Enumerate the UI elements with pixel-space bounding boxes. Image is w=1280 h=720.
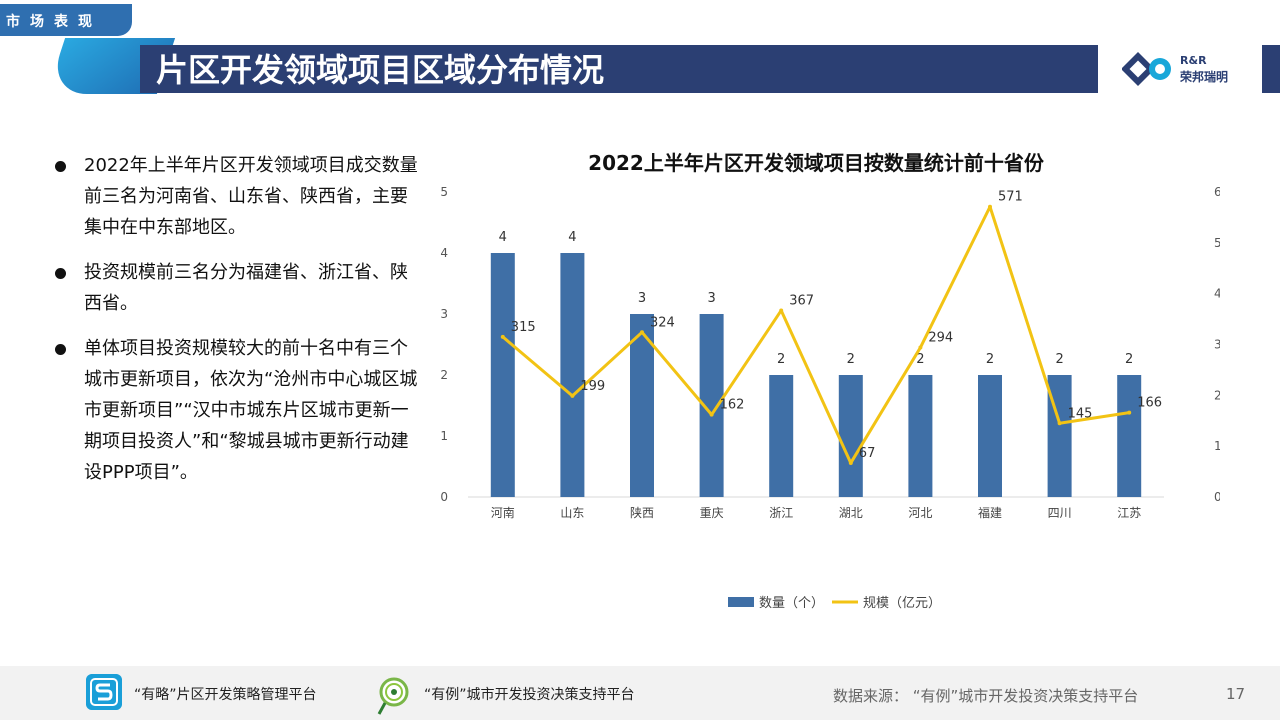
line-point xyxy=(988,204,992,209)
y-right-tick-label: 500 xyxy=(1214,236,1220,250)
title-bar xyxy=(140,45,1098,93)
bullet-item: 单体项目投资规模较大的前十名中有三个城市更新项目，依次为“沧州市中心城区城市更新… xyxy=(52,333,422,488)
logo-text-en: R&R xyxy=(1180,54,1207,67)
y-right-tick-label: 300 xyxy=(1214,338,1220,352)
footer-platform-1: “有略”片区开发策略管理平台 xyxy=(134,687,317,703)
section-tag: 市场表现 xyxy=(0,4,132,36)
bullet-dot-icon xyxy=(55,161,66,172)
x-tick-label: 湖北 xyxy=(839,505,863,520)
x-tick-label: 四川 xyxy=(1048,506,1072,520)
y-left-tick-label: 5 xyxy=(440,185,448,199)
y-left-tick-label: 3 xyxy=(440,307,448,321)
line-data-label: 67 xyxy=(859,446,876,461)
bar-data-label: 2 xyxy=(1125,352,1133,367)
line-point xyxy=(848,460,853,465)
bar xyxy=(908,375,933,497)
bullet-item: 2022年上半年片区开发领域项目成交数量前三名为河南省、山东省、陕西省，主要集中… xyxy=(52,150,422,243)
y-left-tick-label: 2 xyxy=(440,368,448,382)
line-data-label: 145 xyxy=(1068,406,1093,421)
bullet-list: 2022年上半年片区开发领域项目成交数量前三名为河南省、山东省、陕西省，主要集中… xyxy=(52,150,422,502)
bullet-text: 投资规模前三名分为福建省、浙江省、陕西省。 xyxy=(84,262,408,314)
y-left-tick-label: 0 xyxy=(440,490,448,504)
line-point xyxy=(709,412,714,417)
footer-bar xyxy=(0,666,1280,720)
bullet-dot-icon xyxy=(55,344,66,355)
line-point xyxy=(918,345,923,350)
x-tick-label: 河北 xyxy=(908,506,932,520)
bar-data-label: 3 xyxy=(707,291,715,306)
chart-title: 2022上半年片区开发领域项目按数量统计前十省份 xyxy=(588,151,1045,175)
line-point xyxy=(1057,421,1062,426)
line-point xyxy=(500,334,505,339)
line-point xyxy=(779,308,784,313)
legend-bar-label: 数量（个） xyxy=(759,596,824,611)
line-data-label: 199 xyxy=(580,379,605,394)
x-tick-label: 浙江 xyxy=(769,506,793,520)
x-tick-label: 陕西 xyxy=(630,505,654,520)
line-data-label: 324 xyxy=(650,315,675,330)
logo-text-cn: 荣邦瑞明 xyxy=(1180,70,1229,84)
legend-line-label: 规模（亿元） xyxy=(863,596,941,611)
combo-chart: 2022上半年片区开发领域项目按数量统计前十省份 0 1 2 3 4 5 0 100 200 300… xyxy=(440,151,1220,611)
x-tick-label: 福建 xyxy=(978,505,1002,520)
legend-bar-swatch xyxy=(728,597,754,607)
bar xyxy=(560,253,585,497)
data-source: 数据来源： “有例”城市开发投资决策支持平台 xyxy=(833,687,1139,705)
y-right-tick-label: 200 xyxy=(1214,388,1220,402)
y-right-tick-label: 100 xyxy=(1214,439,1220,453)
bullet-text: 2022年上半年片区开发领域项目成交数量前三名为河南省、山东省、陕西省，主要集中… xyxy=(84,155,418,238)
line-data-label: 571 xyxy=(998,190,1023,205)
bullet-text: 单体项目投资规模较大的前十名中有三个城市更新项目，依次为“沧州市中心城区城市更新… xyxy=(84,338,418,483)
bar-data-label: 4 xyxy=(568,230,576,245)
magnifier-platform-icon xyxy=(377,677,409,715)
page-number: 17 xyxy=(1226,685,1246,703)
y-right-tick-label: 0 xyxy=(1214,490,1220,504)
line-data-label: 162 xyxy=(720,398,745,413)
line-data-label: 367 xyxy=(789,293,814,308)
x-tick-label: 重庆 xyxy=(700,506,724,520)
page-title: 片区开发领域项目区域分布情况 xyxy=(156,51,605,89)
y-left-tick-label: 4 xyxy=(440,246,448,260)
line-data-label: 294 xyxy=(928,331,953,346)
y-right-tick-label: 600 xyxy=(1214,185,1220,199)
bar-data-label: 2 xyxy=(777,352,785,367)
x-tick-label: 山东 xyxy=(560,506,584,520)
bar xyxy=(769,375,794,497)
y-right-tick-label: 400 xyxy=(1214,287,1220,301)
bar xyxy=(490,253,515,497)
bar xyxy=(838,375,863,497)
bar xyxy=(630,314,654,497)
line-data-label: 166 xyxy=(1137,396,1162,411)
section-tag-label: 市场表现 xyxy=(6,14,102,30)
bar-data-label: 2 xyxy=(847,352,855,367)
line-point xyxy=(1127,410,1132,415)
bullet-dot-icon xyxy=(55,268,66,279)
line-point xyxy=(640,330,644,335)
x-tick-label: 江苏 xyxy=(1117,506,1141,520)
x-tick-label: 河南 xyxy=(491,505,515,520)
bar xyxy=(978,375,1002,497)
y-left-tick-label: 1 xyxy=(440,429,448,443)
bar-data-label: 2 xyxy=(986,352,994,367)
line-series xyxy=(501,205,1130,465)
logo-edge-bar xyxy=(1262,45,1280,93)
bar-data-label: 4 xyxy=(499,230,507,245)
bar xyxy=(1117,375,1142,497)
bar-data-label: 2 xyxy=(916,352,924,367)
footer-platform-2: “有例”城市开发投资决策支持平台 xyxy=(424,687,635,703)
line-data-label: 315 xyxy=(511,320,536,335)
bullet-item: 投资规模前三名分为福建省、浙江省、陕西省。 xyxy=(52,257,422,319)
line-point xyxy=(570,393,575,398)
strategy-platform-icon xyxy=(86,674,122,710)
bar-data-label: 2 xyxy=(1055,352,1063,367)
company-logo-icon xyxy=(1122,52,1171,86)
bar-data-label: 3 xyxy=(638,291,646,306)
